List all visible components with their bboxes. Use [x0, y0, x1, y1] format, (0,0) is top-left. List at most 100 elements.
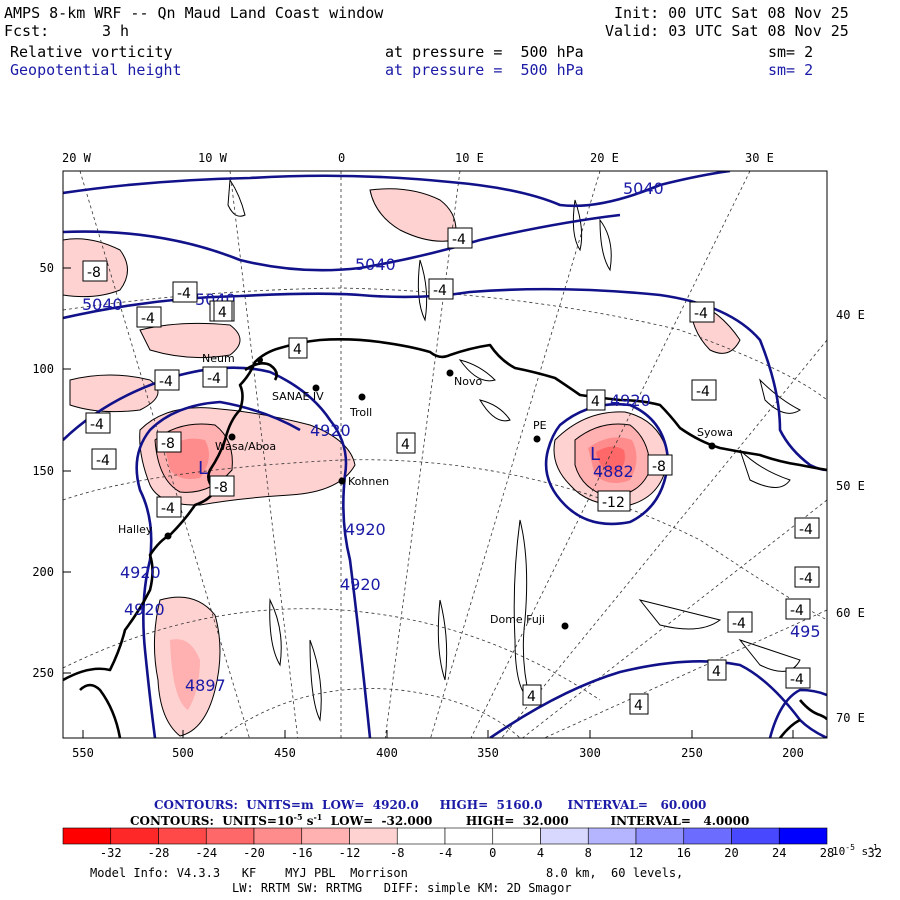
svg-text:-8: -8 [87, 265, 101, 281]
height-label: 5040 [623, 179, 664, 198]
svg-text:-8: -8 [652, 459, 666, 475]
model-info: Model Info: V4.3.3 KF MYJ PBL Morrison [90, 866, 408, 880]
station-dot [533, 435, 541, 443]
svg-text:-4: -4 [799, 571, 813, 587]
height-label: 4920 [120, 563, 161, 582]
vort-box: 4 [707, 659, 727, 681]
vort-box: 4 [288, 337, 308, 359]
svg-text:4: 4 [527, 689, 536, 705]
lon-label: 50 E [836, 479, 865, 493]
station-dot [446, 369, 454, 377]
svg-text:-4: -4 [159, 374, 173, 390]
vort-box: 4 [629, 693, 649, 715]
vort-box: -4 [202, 366, 228, 388]
colorbar-swatch [635, 827, 685, 845]
lon-label: 0 [338, 151, 345, 165]
colorbar-swatch [349, 827, 398, 845]
vort-box: -4 [91, 448, 117, 470]
vort-box: -4 [785, 667, 811, 689]
colorbar-swatch [540, 827, 589, 845]
vort-box: -8 [82, 260, 108, 282]
colorbar-swatch [731, 827, 780, 845]
x-tick-label: 500 [172, 746, 194, 760]
colorbar-tick-label: -8 [390, 846, 404, 860]
svg-text:-4: -4 [177, 286, 191, 302]
colorbar-swatch [683, 827, 732, 845]
lon-label: 10 E [455, 151, 484, 165]
svg-text:-4: -4 [433, 283, 447, 299]
y-tick-label: 200 [32, 565, 54, 579]
station-dot [257, 357, 263, 363]
field1-smoothing: sm= 2 [768, 43, 814, 61]
colorbar [62, 827, 828, 845]
vorticity-contours [63, 178, 801, 737]
vort-box: 4 [586, 389, 606, 411]
vort-box: -4 [689, 301, 715, 323]
x-tick-label: 400 [376, 746, 398, 760]
vort-box: -8 [209, 475, 235, 497]
height-label: 5040 [82, 295, 123, 314]
station-labels: Neum SANAE IV Troll Novo Wasa/Aboa Kohne… [118, 352, 733, 626]
svg-text:-4: -4 [694, 306, 708, 322]
vort-box: -4 [794, 517, 820, 539]
x-tick-label: 200 [782, 746, 804, 760]
svg-text:-4: -4 [790, 672, 804, 688]
left-axis-labels: 50 100 150 200 250 [32, 261, 54, 680]
colorbar-tick-label: 32 [868, 846, 882, 860]
colorbar-tick-label: -32 [100, 846, 122, 860]
station-label-novo: Novo [454, 375, 482, 388]
map-body: Neum SANAE IV Troll Novo Wasa/Aboa Kohne… [63, 171, 827, 738]
station-dot [164, 532, 172, 540]
vort-box: -8 [156, 431, 182, 453]
colorbar-tick-label: 12 [629, 846, 643, 860]
station-label-sanae: SANAE IV [272, 390, 324, 403]
y-tick-label: 100 [32, 362, 54, 376]
y-tick-label: 50 [40, 261, 54, 275]
svg-text:-4: -4 [141, 311, 155, 327]
lon-label: 60 E [836, 606, 865, 620]
colorbar-tick-label: 0 [489, 846, 496, 860]
vorticity-contour-info: CONTOURS: UNITS=10-5 s-1 LOW= -32.000 HI… [130, 812, 750, 828]
vort-box: -4 [794, 566, 820, 588]
vort-box: -12 [597, 490, 631, 512]
colorbar-tick-label: 8 [585, 846, 592, 860]
field1-level: at pressure = 500 hPa [385, 43, 584, 61]
vort-box: -4 [172, 281, 198, 303]
station-label-kohnen: Kohnen [348, 475, 389, 488]
init-time: Init: 00 UTC Sat 08 Nov 25 [614, 4, 849, 22]
bottom-axis-labels: 550 500 450 400 350 300 250 200 [72, 746, 804, 760]
svg-text:4: 4 [591, 394, 600, 410]
height-label: 4920 [340, 575, 381, 594]
svg-text:-4: -4 [790, 603, 804, 619]
colorbar-tick-label: -12 [339, 846, 361, 860]
colorbar-tick-label: 20 [724, 846, 738, 860]
colorbar-unit: 10-5 s-1 [832, 843, 878, 858]
vort-box: -4 [156, 496, 182, 518]
colorbar-tick-label: 4 [537, 846, 544, 860]
vort-box: -4 [691, 379, 717, 401]
station-label-dome-fuji: Dome Fuji [490, 613, 545, 626]
x-tick-label: 450 [274, 746, 296, 760]
colorbar-labels: -32 -28 -24 -20 -16 -12 -8 -4 0 4 8 12 16 20 24 28 32 [100, 846, 882, 860]
svg-text:-4: -4 [696, 384, 710, 400]
svg-text:-8: -8 [214, 480, 228, 496]
low-marker: L [198, 458, 208, 479]
vort-box: -4 [727, 611, 753, 633]
colorbar-swatch [444, 827, 494, 845]
height-label: 495 [790, 622, 821, 641]
colorbar-swatch [110, 827, 159, 845]
map-title: AMPS 8-km WRF -- Qn Maud Land Coast wind… [4, 4, 384, 22]
station-label-syowa: Syowa [697, 426, 733, 439]
height-contour-info: CONTOURS: UNITS=m LOW= 4920.0 HIGH= 5160… [154, 798, 707, 812]
top-longitude-labels: 20 W 10 W 0 10 E 20 E 30 E [62, 151, 774, 165]
height-label: 4920 [310, 421, 351, 440]
colorbar-swatch [778, 827, 828, 845]
vort-box: -4 [447, 227, 473, 249]
station-dot [228, 433, 236, 441]
height-label: 5040 [355, 255, 396, 274]
station-label-halley: Halley [118, 523, 153, 536]
colorbar-swatch [587, 827, 637, 845]
vorticity-shading [63, 188, 740, 736]
field2-name: Geopotential height [10, 61, 182, 79]
vort-box: -4 [136, 306, 162, 328]
